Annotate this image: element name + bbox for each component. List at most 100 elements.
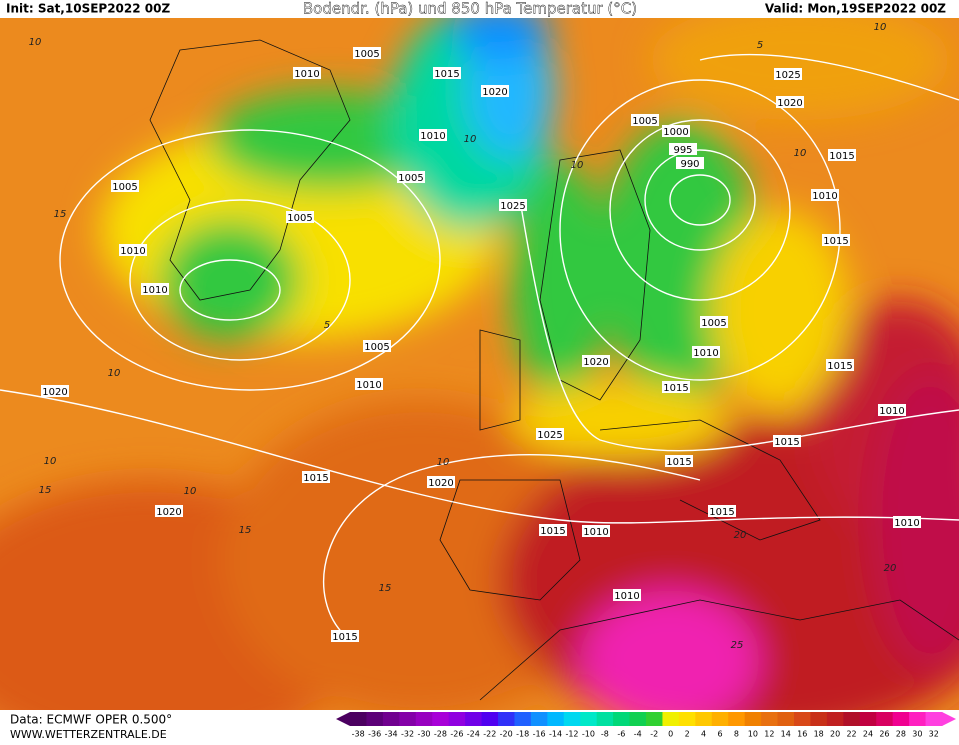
isobar-label: 1010 [356, 380, 381, 391]
colorbar-label: 32 [929, 730, 939, 739]
temperature-label: 20 [884, 563, 897, 574]
colorbar-label: 2 [685, 730, 690, 739]
temperature-label: 10 [437, 457, 450, 468]
colorbar-arrow [336, 712, 350, 726]
isobar-label: 1020 [156, 507, 181, 518]
isobar-label: 1010 [120, 246, 145, 257]
isobar-label-box [397, 171, 425, 183]
isobar-label: 1015 [434, 69, 459, 80]
isobar-label: 1005 [354, 49, 379, 60]
isobar-label-box [141, 283, 169, 295]
temperature-label: 10 [29, 37, 42, 48]
colorbar-swatch [514, 712, 532, 726]
colorbar-label: 12 [764, 730, 774, 739]
isobar-label: 1015 [829, 151, 854, 162]
isobar-label: 1020 [583, 357, 608, 368]
colorbar-label: 28 [896, 730, 906, 739]
isobar-label: 1005 [112, 182, 137, 193]
temperature-label: 10 [108, 368, 121, 379]
colorbar-label: -30 [417, 730, 430, 739]
colorbar-label: -24 [467, 730, 480, 739]
temperature-label: 10 [44, 456, 57, 467]
colorbar-label: -12 [565, 730, 578, 739]
isobar-label: 990 [680, 159, 699, 170]
temperature-label: 5 [324, 320, 330, 331]
colorbar-label: -18 [516, 730, 529, 739]
isobar-label: 1015 [666, 457, 691, 468]
colorbar-label: -20 [500, 730, 513, 739]
colorbar-swatch [843, 712, 861, 726]
temperature-label: 15 [239, 525, 252, 536]
colorbar-label: 14 [781, 730, 791, 739]
colorbar-label: -26 [450, 730, 463, 739]
colorbar-label: 24 [863, 730, 873, 739]
isobar-label: 1010 [142, 285, 167, 296]
colorbar-swatch [448, 712, 466, 726]
isobar-label-box [662, 125, 690, 137]
isobar-label-box [669, 143, 697, 155]
isobar-label-box [119, 244, 147, 256]
colorbar-swatch [826, 712, 844, 726]
isobar-label: 1015 [303, 473, 328, 484]
isobar-label-box [665, 455, 693, 467]
temperature-label: 10 [794, 148, 807, 159]
isobar-label-box [582, 525, 610, 537]
colorbar-swatch [498, 712, 515, 726]
colorbar-label: -28 [434, 730, 447, 739]
isobar-label-box [692, 346, 720, 358]
colorbar-label: -38 [352, 730, 365, 739]
colorbar-swatch [761, 712, 779, 726]
colorbar-label: -6 [617, 730, 625, 739]
isobar-label-box [708, 505, 736, 517]
isobar-label: 1015 [823, 236, 848, 247]
isobar-label: 1020 [42, 387, 67, 398]
isobars [0, 53, 959, 641]
colorbar-label: 8 [734, 730, 739, 739]
colorbar-swatch [382, 712, 400, 726]
colorbar-swatch [580, 712, 598, 726]
colorbar-label: 22 [846, 730, 856, 739]
isobar-label: 1010 [614, 591, 639, 602]
colorbar-label: -34 [385, 730, 398, 739]
isobar-label-box [353, 47, 381, 59]
isobar-label: 1010 [420, 131, 445, 142]
map-title: Bodendr. (hPa) und 850 hPa Temperatur (°… [303, 0, 637, 18]
colorbar-swatch [366, 712, 384, 726]
temperature-label: 15 [39, 485, 52, 496]
init-time: Init: Sat,10SEP2022 00Z [6, 2, 170, 16]
isobar-label-box [773, 435, 801, 447]
colorbar-swatch [810, 712, 828, 726]
colorbar-label: -14 [549, 730, 562, 739]
colorbar-label: 4 [701, 730, 706, 739]
isobar-label: 1005 [287, 213, 312, 224]
colorbar-swatch [596, 712, 614, 726]
isobar-label: 1025 [775, 70, 800, 81]
colorbar-swatch [925, 712, 943, 726]
colorbar-swatch [909, 712, 927, 726]
isobar-label: 1015 [663, 383, 688, 394]
isobar-label: 1000 [663, 127, 688, 138]
colorbar-swatch [711, 712, 729, 726]
colorbar-swatch [646, 712, 663, 726]
colorbar-swatch [432, 712, 450, 726]
isobar-label: 1025 [500, 201, 525, 212]
isobar-label: 1010 [894, 518, 919, 529]
contour-labels: 1010100510151020101010051005100510101010… [29, 22, 921, 651]
colorbar-swatch [415, 712, 433, 726]
colorbar-label: -8 [601, 730, 609, 739]
colorbar-arrow [942, 712, 956, 726]
colorbar-swatch [530, 712, 548, 726]
isobar-label-box [433, 67, 461, 79]
isobar-label-box [419, 129, 447, 141]
isobar-label-box [776, 96, 804, 108]
isobar-label-box [582, 355, 610, 367]
coastlines [149, 39, 959, 701]
colorbar-label: -4 [634, 730, 642, 739]
colorbar-swatch [662, 712, 680, 726]
valid-time: Valid: Mon,19SEP2022 00Z [765, 2, 946, 16]
colorbar-swatch [613, 712, 631, 726]
isobar-label-box [293, 67, 321, 79]
isobar-label-box [481, 85, 509, 97]
